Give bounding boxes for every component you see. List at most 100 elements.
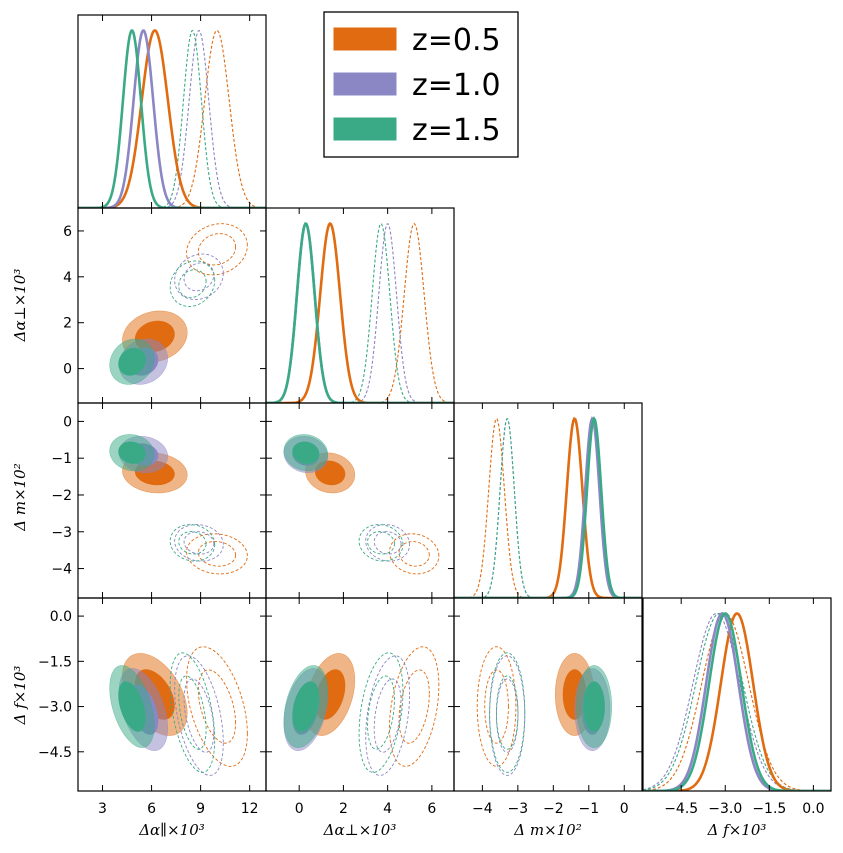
solid-curve-z05 (266, 222, 454, 403)
x-tick-label-f: −4.5 (664, 801, 698, 817)
panel-frame-1-1 (265, 207, 455, 404)
dashed-curve-z05 (454, 417, 642, 598)
x-tick-label-m: −3 (508, 801, 529, 817)
dashed-contour-z05-outer (186, 223, 248, 276)
dashed-contour-z10-outer (174, 655, 224, 776)
dashed-contour-z05-inner (484, 669, 509, 744)
dashed-curve-z10 (454, 418, 642, 598)
y-tick-label-aperp: 6 (63, 224, 72, 240)
dashed-contour-z05-inner (197, 233, 237, 266)
y-tick-label-f: −3.0 (38, 700, 72, 716)
solid-curve-z10 (78, 29, 266, 208)
marginal-apar (78, 29, 266, 208)
y-axis-label-f: Δ f×10³ (11, 666, 29, 726)
y-tick-label-f: 0.0 (50, 609, 72, 625)
filled-contour-inner-z15 (118, 347, 146, 376)
solid-curve-z05 (643, 612, 831, 791)
y-tick-label-m: −4 (51, 562, 72, 578)
dashed-contour-z05-inner (398, 541, 430, 567)
dashed-contour-z10-outer (174, 253, 224, 301)
dashed-contour-z05-inner (197, 541, 237, 567)
panel-apar-m (109, 434, 248, 575)
dashed-contour-z05-outer (186, 533, 248, 575)
dashed-contour-z05-outer (186, 646, 248, 767)
y-tick-label-f: −1.5 (38, 654, 72, 670)
dashed-curve-z05 (643, 612, 831, 791)
y-tick-label-m: −2 (51, 488, 72, 504)
x-tick-label-aperp: 4 (383, 801, 392, 817)
dashed-contour-z05-outer (476, 646, 517, 767)
x-tick-label-apar: 12 (241, 801, 259, 817)
filled-contour-inner-z15 (292, 441, 320, 464)
legend-label-z10: z=1.0 (412, 68, 501, 103)
dashed-contour-z10-inner (183, 531, 215, 555)
panel-frame-0-0 (77, 14, 267, 209)
x-tick-label-m: 0 (620, 801, 629, 817)
dashed-curve-z10 (643, 612, 831, 791)
y-tick-label-aperp: 0 (63, 362, 72, 378)
x-tick-label-f: 0.0 (802, 801, 824, 817)
x-tick-label-aperp: 2 (339, 801, 348, 817)
dashed-contour-z10-inner (373, 678, 402, 753)
x-tick-label-aperp: 6 (427, 801, 436, 817)
dashed-contour-z10-inner (495, 678, 519, 753)
legend-swatch-z10 (333, 72, 397, 96)
panel-aperp-m (283, 434, 440, 575)
dashed-curve-z15 (643, 612, 831, 791)
x-tick-label-apar: 9 (196, 801, 205, 817)
solid-curve-z15 (266, 222, 454, 403)
panel-frame-1-0 (77, 207, 267, 404)
dashed-contour-z15-outer (169, 260, 216, 307)
dashed-contour-z10-outer (174, 524, 224, 562)
panel-aperp-f (283, 646, 440, 776)
dashed-contour-z15-inner (367, 531, 395, 555)
dashed-curve-z05 (266, 223, 454, 403)
dashed-contour-z15-inner (367, 675, 395, 750)
x-tick-label-f: −1.5 (752, 801, 786, 817)
dashed-curve-z10 (78, 29, 266, 208)
panel-frame-3-3 (642, 597, 832, 792)
y-tick-label-m: 0 (63, 414, 72, 430)
panel-apar-f (109, 646, 248, 776)
solid-curve-z10 (454, 416, 642, 598)
marginal-aperp (266, 222, 454, 403)
panel-apar-aperp (109, 223, 248, 385)
x-tick-label-apar: 3 (98, 801, 107, 817)
y-tick-label-m: −1 (51, 451, 72, 467)
x-axis-label-m: Δ m×10² (513, 821, 582, 839)
panel-frames (77, 14, 832, 792)
dashed-contour-z10-outer (489, 655, 526, 776)
solid-curve-z15 (454, 416, 642, 598)
dashed-contour-z15-outer (358, 652, 404, 773)
dashed-curve-z15 (454, 418, 642, 598)
dashed-contour-z05-inner (398, 669, 430, 744)
legend-swatch-z15 (333, 117, 397, 141)
y-tick-label-m: −3 (51, 525, 72, 541)
dashed-contour-z15-inner (178, 675, 207, 750)
x-axis-label-aperp: Δα⊥×10³ (323, 821, 397, 839)
x-tick-label-f: −3.0 (708, 801, 742, 817)
y-tick-label-aperp: 4 (63, 270, 72, 286)
x-tick-label-apar: 6 (147, 801, 156, 817)
legend-label-z05: z=0.5 (412, 23, 501, 58)
filled-contour-inner-z15 (292, 681, 320, 732)
dashed-contour-z15-outer (358, 524, 404, 562)
solid-curve-z15 (643, 612, 831, 791)
dashed-contour-z10-outer (365, 655, 411, 776)
dashed-contour-z05-inner (197, 669, 237, 744)
x-tick-label-m: −2 (543, 801, 564, 817)
y-tick-label-aperp: 2 (63, 316, 72, 332)
filled-contour-inner-z15 (118, 681, 146, 732)
x-axis-label-apar: Δα∥×10³ (138, 821, 205, 839)
y-axis-label-m: Δ m×10² (11, 463, 29, 532)
panel-frame-2-0 (77, 402, 267, 599)
dashed-curve-z15 (78, 29, 266, 208)
dashed-contour-z05-outer (389, 533, 440, 575)
panel-frame-2-2 (453, 402, 643, 599)
legend: z=0.5 z=1.0 z=1.5 (323, 11, 519, 158)
dashed-contour-z15-inner (178, 531, 207, 555)
solid-curve-z15 (78, 29, 266, 208)
x-tick-label-m: −4 (472, 801, 493, 817)
panel-frame-2-1 (265, 402, 455, 599)
